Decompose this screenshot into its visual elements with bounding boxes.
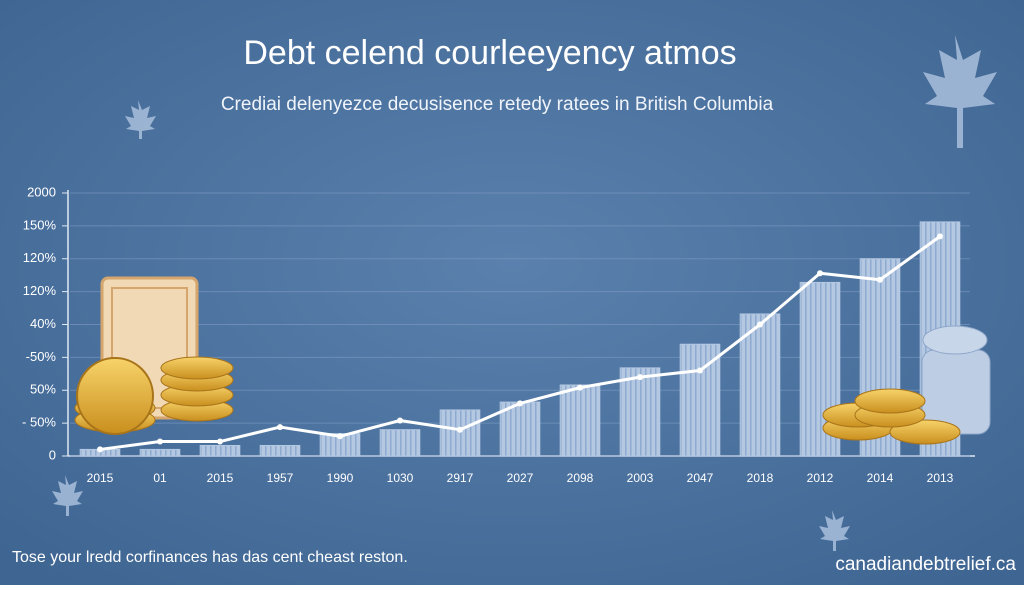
line-point	[397, 417, 403, 424]
chart-subtitle: Crediai delenyezce decusisence retedy ra…	[221, 94, 774, 115]
line-point	[157, 438, 163, 445]
y-tick-label: 150%	[23, 217, 57, 232]
bar	[499, 401, 541, 457]
line-point	[637, 374, 643, 381]
x-tick-label: 2917	[447, 471, 474, 485]
x-tick-label: 1957	[267, 471, 294, 485]
x-tick-label: 1990	[327, 471, 354, 485]
bar	[679, 343, 721, 457]
y-tick-label: 50%	[30, 382, 56, 397]
line-point	[757, 321, 763, 328]
bar	[199, 444, 241, 457]
y-tick-label: 120%	[23, 283, 57, 298]
y-tick-label: 2000	[27, 184, 56, 199]
bar	[259, 444, 301, 457]
decorations	[74, 276, 991, 445]
x-tick-label: 2013	[927, 471, 954, 485]
x-tick-label: 1030	[387, 471, 414, 485]
bar	[739, 313, 781, 457]
y-tick-label: 40%	[30, 316, 56, 331]
x-tick-label: 2047	[687, 471, 714, 485]
line-point	[697, 367, 703, 374]
bar	[439, 409, 481, 457]
x-tick-label: 2015	[87, 471, 114, 485]
x-tick-label: 2014	[867, 471, 894, 485]
bar	[139, 448, 181, 457]
bar	[619, 367, 661, 457]
line-point	[277, 424, 283, 431]
bar	[559, 384, 601, 457]
footnote: Tose your lredd corfinances has das cent…	[12, 549, 408, 566]
chart-title: Debt celend courleeyency atmos	[243, 34, 736, 72]
decorations	[52, 35, 997, 551]
line-point	[517, 400, 523, 407]
x-tick-label: 2012	[807, 471, 834, 485]
x-tick-label: 2003	[627, 471, 654, 485]
line-point	[217, 438, 223, 445]
y-tick-label: 120%	[23, 250, 57, 265]
x-tick-label: 01	[153, 471, 167, 485]
source: canadiandebtrelief.ca	[835, 554, 1016, 575]
line-point	[817, 270, 823, 277]
line-point	[577, 384, 583, 391]
x-tick-label: 2015	[207, 471, 234, 485]
y-tick-label: -50%	[26, 349, 57, 364]
x-tick-label: 2098	[567, 471, 594, 485]
line-point	[937, 233, 943, 240]
x-tick-label: 2027	[507, 471, 534, 485]
line-point	[457, 426, 463, 433]
x-tick-label: 2018	[747, 471, 774, 485]
line-point	[877, 276, 883, 283]
line-point	[337, 433, 343, 440]
y-tick-label: - 50%	[22, 415, 56, 430]
bar	[379, 429, 421, 457]
y-tick-label: 0	[49, 447, 56, 462]
line-point	[97, 446, 103, 453]
